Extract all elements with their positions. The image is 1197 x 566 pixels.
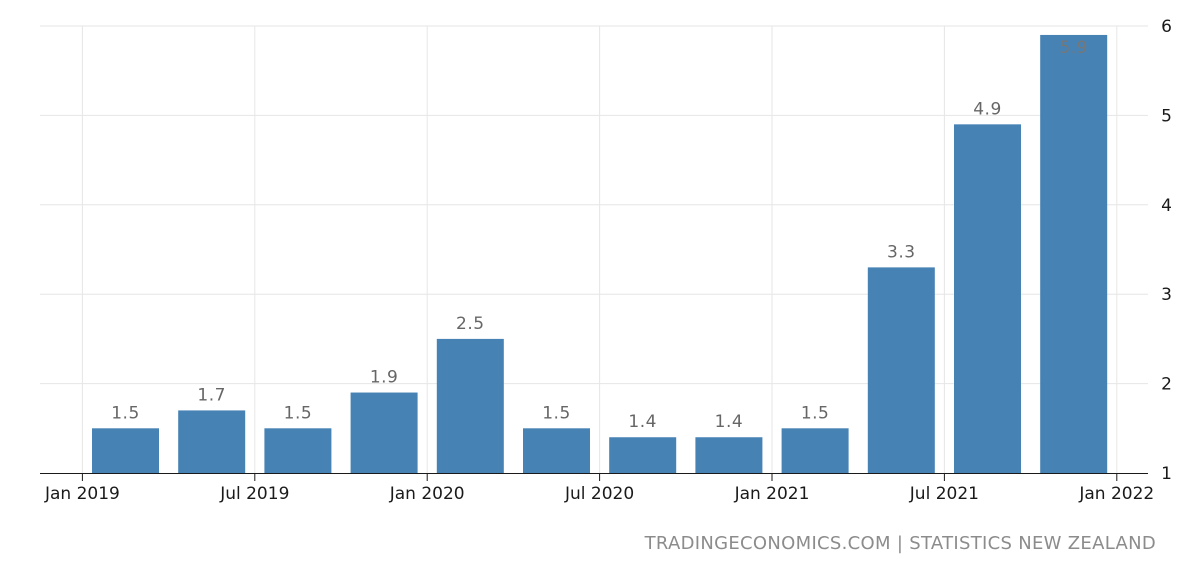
x-tick-label: Jul 2020 <box>564 484 634 504</box>
data-label: 4.9 <box>973 99 1002 119</box>
x-tick-label: Jul 2021 <box>909 484 979 504</box>
data-label: 1.5 <box>111 403 140 423</box>
data-label: 5.9 <box>1059 38 1088 58</box>
x-axis: Jan 2019 Jul 2019 Jan 2020 Jul 2020 Jan 2021… <box>40 473 1154 504</box>
data-label: 2.5 <box>456 314 485 334</box>
x-tick-label: Jan 2019 <box>44 484 120 504</box>
bar <box>867 267 935 473</box>
x-tick-label: Jan 2020 <box>389 484 465 504</box>
data-label: 1.4 <box>628 412 657 432</box>
data-label: 1.5 <box>801 403 830 423</box>
bar <box>92 428 159 473</box>
y-axis: 1 2 3 4 5 6 <box>1161 17 1172 484</box>
bar <box>1040 34 1108 473</box>
y-tick-label: 3 <box>1161 285 1172 305</box>
x-tick-label: Jul 2019 <box>219 484 289 504</box>
bar <box>523 428 590 473</box>
data-label: 3.3 <box>887 242 916 262</box>
y-tick-label: 1 <box>1161 464 1172 484</box>
data-label: 1.4 <box>715 412 744 432</box>
x-tick-label: Jan 2021 <box>734 484 810 504</box>
bar <box>178 410 246 473</box>
data-labels: 1.5 1.7 1.5 1.9 2.5 1.5 1.4 1.4 1.5 3.3 4.9 5.9 <box>111 38 1088 432</box>
bar <box>609 437 677 473</box>
y-tick-label: 2 <box>1161 375 1172 395</box>
source-attribution: TRADINGECONOMICS.COM | STATISTICS NEW ZE… <box>644 533 1156 554</box>
y-tick-label: 6 <box>1161 17 1172 37</box>
bar <box>436 338 504 473</box>
bar <box>695 437 763 473</box>
x-tick-label: Jan 2022 <box>1078 484 1154 504</box>
data-label: 1.5 <box>542 403 571 423</box>
bar <box>954 124 1021 473</box>
y-tick-label: 5 <box>1161 106 1172 126</box>
bar <box>781 428 849 473</box>
grid <box>40 25 1148 473</box>
data-label: 1.9 <box>370 368 399 388</box>
data-label: 1.5 <box>284 403 313 423</box>
bar <box>350 392 418 473</box>
data-label: 1.7 <box>197 385 226 405</box>
bar <box>264 428 332 473</box>
y-tick-label: 4 <box>1161 196 1172 216</box>
bars <box>92 34 1108 473</box>
